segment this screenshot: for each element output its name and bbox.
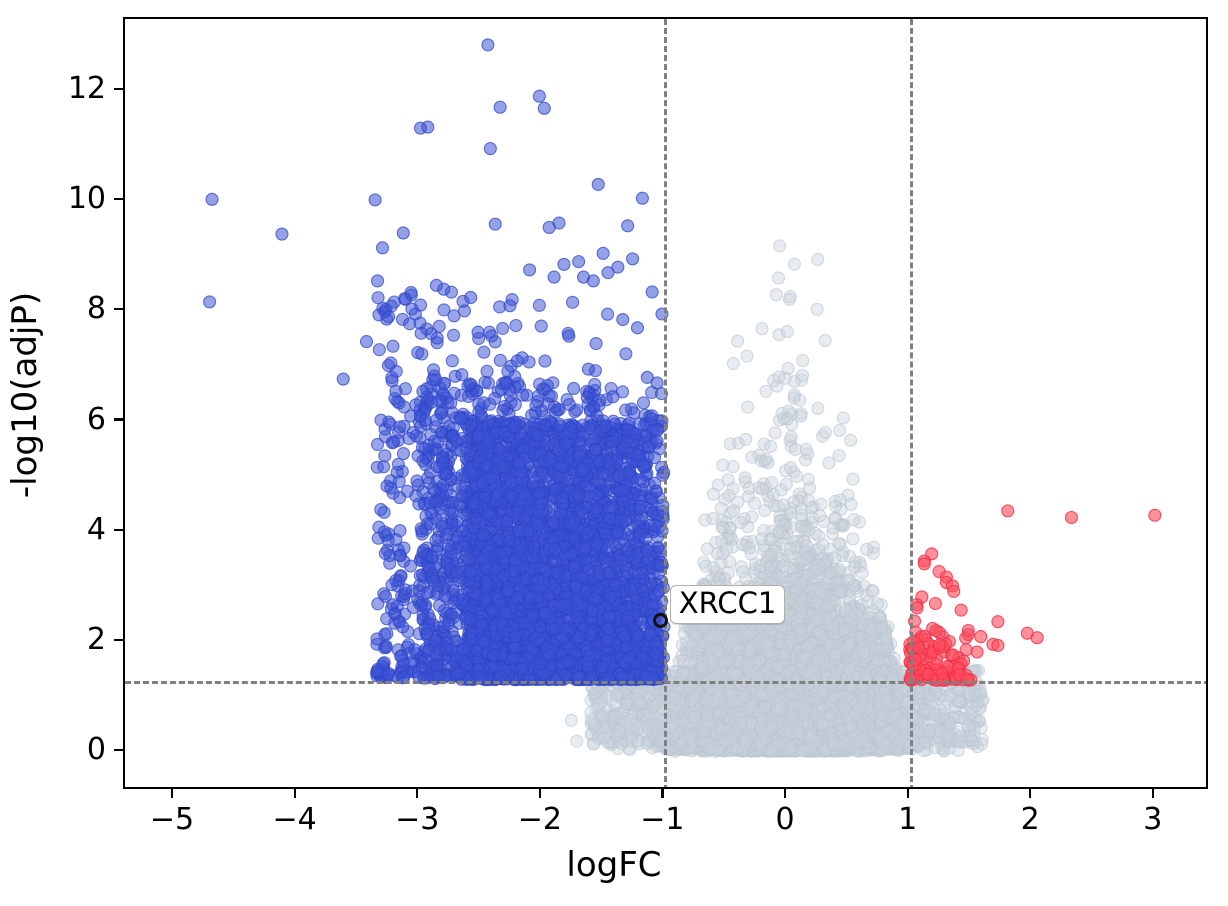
x-tick-label: 0 — [775, 802, 795, 837]
y-tick-mark — [114, 87, 123, 90]
y-tick-mark — [114, 639, 123, 642]
x-tick-mark — [906, 789, 909, 798]
y-tick-mark — [114, 528, 123, 531]
x-tick-label: 2 — [1020, 802, 1040, 837]
scatter-points-layer — [203, 38, 1162, 758]
x-tick-mark — [416, 789, 419, 798]
y-tick-mark — [114, 749, 123, 752]
x-tick-mark — [1029, 789, 1032, 798]
x-tick-mark — [1151, 789, 1154, 798]
x-tick-label: −5 — [149, 802, 195, 837]
plot-area: XRCC1 — [123, 17, 1208, 789]
x-tick-label: −2 — [517, 802, 562, 837]
x-tick-label: 1 — [898, 802, 918, 837]
y-tick-mark — [114, 308, 123, 311]
annotated-gene-marker — [653, 612, 669, 628]
x-tick-mark — [661, 789, 664, 798]
x-tick-label: −4 — [272, 802, 317, 837]
x-tick-mark — [170, 789, 174, 798]
x-tick-mark — [783, 789, 787, 798]
x-tick-label: 3 — [1143, 802, 1163, 837]
x-tick-label: −1 — [640, 802, 685, 837]
y-axis-title: -log10(adjP) — [5, 291, 45, 499]
x-tick-mark — [538, 789, 541, 798]
threshold-line-adjp — [125, 680, 1206, 684]
y-tick-mark — [114, 197, 123, 201]
x-axis-title: logFC — [566, 845, 662, 885]
threshold-line-logfc-positive — [909, 19, 913, 787]
gene-label-xrcc1[interactable]: XRCC1 — [669, 585, 786, 625]
x-tick-label: −3 — [395, 802, 440, 837]
y-tick-mark — [114, 418, 123, 421]
threshold-line-logfc-negative — [664, 19, 668, 787]
x-tick-mark — [293, 789, 296, 798]
